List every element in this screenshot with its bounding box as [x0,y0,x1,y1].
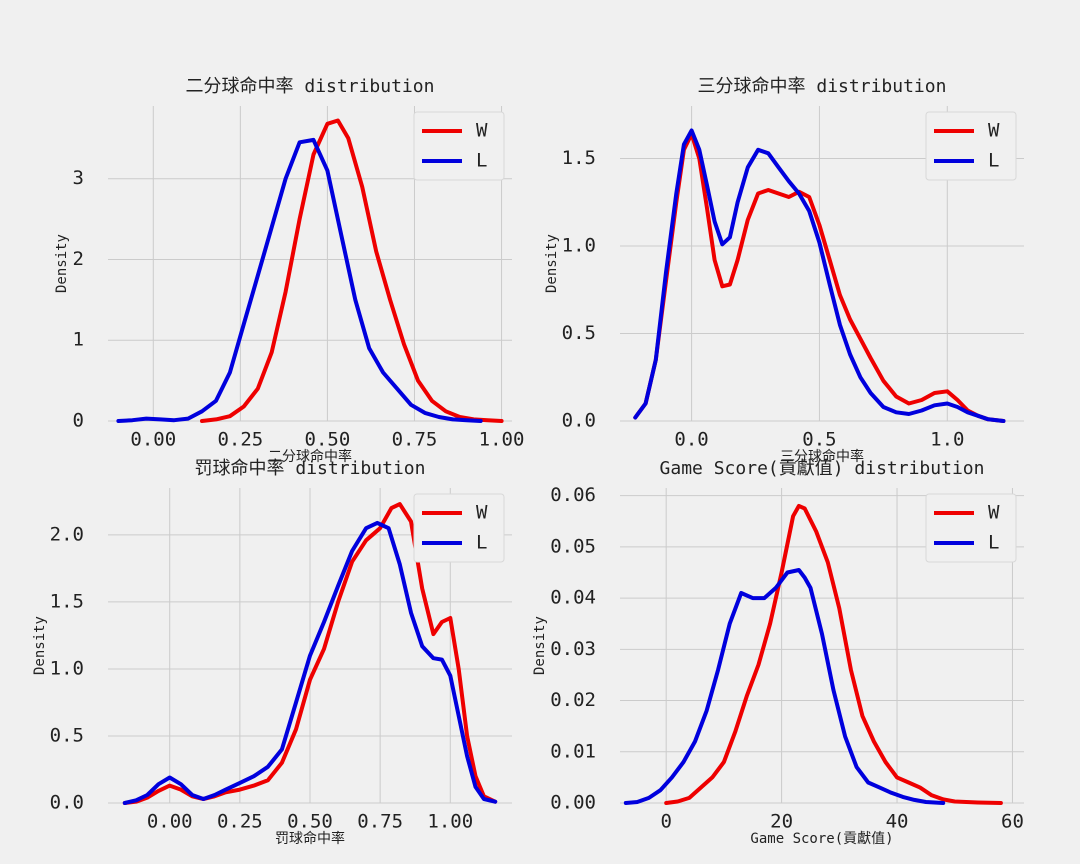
legend: WL [925,493,1017,563]
y-tick-label: 0.5 [50,724,84,746]
x-tick-label: 0.5 [802,429,836,451]
series-line-W [664,503,1003,805]
series-line-L [623,568,946,805]
x-tick-label: 0.00 [147,811,193,833]
y-tick-label: 0.0 [50,792,84,814]
y-tick-label: 1.5 [562,147,596,169]
legend-box [925,493,1017,563]
x-tick-label: 0.0 [674,429,708,451]
y-tick-label: 0.01 [550,740,596,762]
chart-panel-2: 0.0 0.5 1.0 0.0 0.5 1.0 1.5 三分球命中率 distribution… [544,76,1024,465]
series-line-L [122,520,498,805]
series-line-L [116,137,483,423]
x-tick-label: 20 [770,811,793,833]
legend: WL [413,111,505,181]
legend-label-L: L [476,532,487,554]
x-tick-label: 0.00 [130,429,176,451]
chart-panel-1: 0.00 0.25 0.50 0.75 1.00 0 1 2 3 二分球命中率 distribut… [54,76,524,465]
legend-label-L: L [988,532,999,554]
legend-label-L: L [476,150,487,172]
y-tick-label: 0.02 [550,689,596,711]
y-tick-label: 0.0 [562,410,596,432]
legend-label-W: W [988,120,1000,142]
chart-title: 罚球命中率 distribution [195,458,426,479]
x-tick-label: 0.50 [305,429,351,451]
y-tick-label: 2.0 [50,523,84,545]
y-axis-label: Density [532,616,548,675]
x-axis-label: 罚球命中率 [275,830,345,847]
y-tick-label: 1.5 [50,590,84,612]
x-tick-label: 0.50 [287,811,333,833]
x-tick-label: 1.00 [479,429,525,451]
legend-box [925,111,1017,181]
x-axis-label: 二分球命中率 [268,448,352,465]
chart-title: 三分球命中率 distribution [698,76,947,97]
y-tick-label: 3 [73,167,84,189]
y-tick-label: 1.0 [562,235,596,257]
chart-panel-3: 0.00 0.25 0.50 0.75 1.00 0.0 0.5 1.0 1.5 2.0 罚球命中率… [32,458,512,847]
y-axis-label: Density [32,616,48,675]
chart-title: 二分球命中率 distribution [186,76,435,97]
series-line-L [633,128,1006,423]
legend-box [413,111,505,181]
x-tick-label: 0.25 [217,811,263,833]
y-tick-label: 0.00 [550,792,596,814]
x-axis-label: Game Score(貢獻值) [750,831,893,847]
y-tick-label: 2 [73,248,84,270]
x-tick-label: 0.25 [217,429,263,451]
legend-label-L: L [988,150,999,172]
y-tick-label: 0.5 [562,322,596,344]
x-tick-label: 0.75 [357,811,403,833]
chart-panel-4: 0 20 40 60 0.00 0.01 0.02 0.03 0.04 0.05 0.06 Game … [532,458,1024,847]
x-tick-label: 0.75 [392,429,438,451]
y-tick-label: 0.05 [550,535,596,557]
series-line-W [200,118,504,423]
x-tick-label: 1.0 [930,429,964,451]
y-tick-label: 0.03 [550,638,596,660]
y-axis-label: Density [544,234,560,293]
legend: WL [413,493,505,563]
y-axis-label: Density [54,234,70,293]
series-line-W [122,502,498,805]
y-tick-label: 1.0 [50,657,84,679]
y-tick-label: 0.04 [550,587,596,609]
chart-title: Game Score(貢獻值) distribution [660,458,985,479]
legend: WL [925,111,1017,181]
legend-label-W: W [476,502,488,524]
y-tick-label: 1 [73,329,84,351]
x-tick-label: 40 [886,811,909,833]
x-tick-label: 1.00 [427,811,473,833]
legend-label-W: W [988,502,1000,524]
x-tick-label: 60 [1001,811,1024,833]
x-tick-label: 0 [660,811,671,833]
x-axis-label: 三分球命中率 [780,448,864,465]
legend-box [413,493,505,563]
y-tick-label: 0 [73,410,84,432]
legend-label-W: W [476,120,488,142]
y-tick-label: 0.06 [550,484,596,506]
